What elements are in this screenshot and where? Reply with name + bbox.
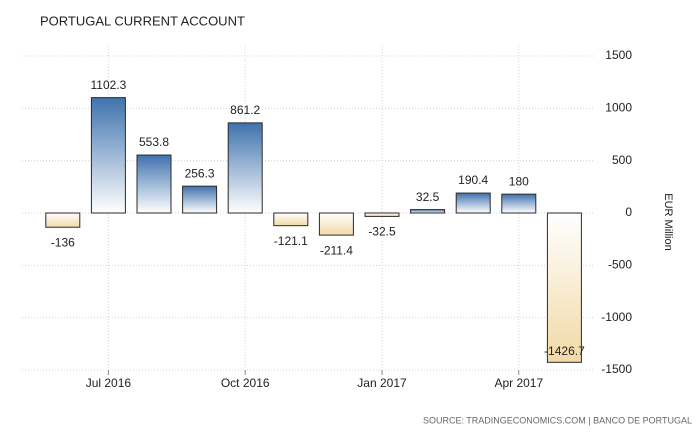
x-tick-label: Oct 2016 <box>221 376 270 390</box>
y-axis-label: EUR Million <box>662 193 674 250</box>
value-label: 553.8 <box>139 135 169 149</box>
y-tick-label: 0 <box>625 205 632 219</box>
bar <box>546 212 582 363</box>
bar <box>455 192 491 214</box>
value-label: -121.1 <box>274 234 308 248</box>
bar <box>410 209 446 214</box>
value-label: 180 <box>509 174 529 188</box>
value-label: -136 <box>51 235 75 249</box>
x-tick-label: Apr 2017 <box>494 376 543 390</box>
y-tick-label: -1000 <box>601 310 632 324</box>
bar <box>90 97 126 214</box>
x-tick-label: Jan 2017 <box>357 376 407 390</box>
y-tick-label: -1500 <box>601 362 632 376</box>
source: SOURCE: TRADINGECONOMICS.COM | BANCO DE … <box>423 415 692 425</box>
bar <box>45 212 81 228</box>
y-tick-label: 1500 <box>605 48 632 62</box>
value-label: 190.4 <box>458 173 488 187</box>
value-label: -1426.7 <box>544 344 585 358</box>
chart-title: PORTUGAL CURRENT ACCOUNT <box>40 13 245 28</box>
bar <box>364 212 400 217</box>
value-label: 1102.3 <box>90 78 126 92</box>
value-label: 32.5 <box>416 190 440 204</box>
bar <box>273 212 309 227</box>
value-label: 256.3 <box>185 166 215 180</box>
bar <box>136 154 172 214</box>
y-tick-label: -500 <box>608 258 632 272</box>
x-tick-label: Jul 2016 <box>86 376 132 390</box>
y-tick-label: 500 <box>612 153 632 167</box>
bar <box>318 212 354 236</box>
value-label: -32.5 <box>368 225 396 239</box>
bar <box>227 122 263 214</box>
value-label: -211.4 <box>320 243 353 257</box>
bar <box>182 185 218 214</box>
y-tick-label: 1000 <box>605 101 632 115</box>
value-label: 861.2 <box>230 103 260 117</box>
bar <box>501 193 537 214</box>
